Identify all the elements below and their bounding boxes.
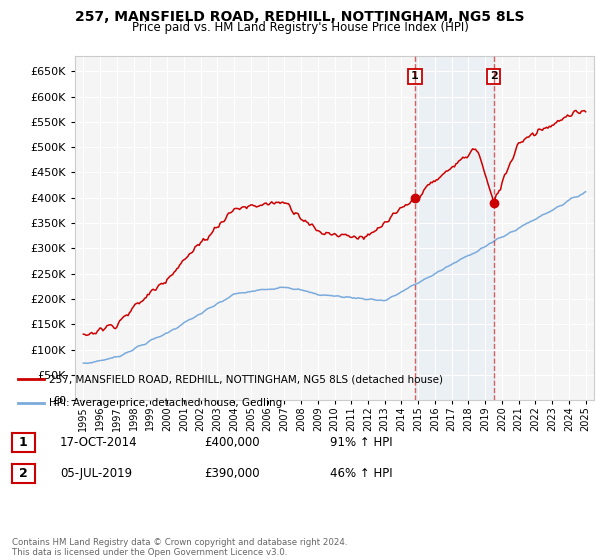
Text: 05-JUL-2019: 05-JUL-2019 xyxy=(60,466,132,480)
Bar xyxy=(415,56,494,400)
Text: 46% ↑ HPI: 46% ↑ HPI xyxy=(330,466,392,480)
Text: 17-OCT-2014: 17-OCT-2014 xyxy=(60,436,137,449)
Text: Contains HM Land Registry data © Crown copyright and database right 2024.
This d: Contains HM Land Registry data © Crown c… xyxy=(12,538,347,557)
Text: 257, MANSFIELD ROAD, REDHILL, NOTTINGHAM, NG5 8LS (detached house): 257, MANSFIELD ROAD, REDHILL, NOTTINGHAM… xyxy=(49,375,443,384)
Text: 257, MANSFIELD ROAD, REDHILL, NOTTINGHAM, NG5 8LS: 257, MANSFIELD ROAD, REDHILL, NOTTINGHAM… xyxy=(75,10,525,24)
Text: 2: 2 xyxy=(490,72,497,82)
Text: 2: 2 xyxy=(19,466,28,480)
Text: £400,000: £400,000 xyxy=(204,436,260,449)
Text: £390,000: £390,000 xyxy=(204,466,260,480)
Text: 91% ↑ HPI: 91% ↑ HPI xyxy=(330,436,392,449)
Text: Price paid vs. HM Land Registry's House Price Index (HPI): Price paid vs. HM Land Registry's House … xyxy=(131,21,469,34)
Text: HPI: Average price, detached house, Gedling: HPI: Average price, detached house, Gedl… xyxy=(49,398,283,408)
Text: 1: 1 xyxy=(19,436,28,449)
Text: 1: 1 xyxy=(411,72,419,82)
